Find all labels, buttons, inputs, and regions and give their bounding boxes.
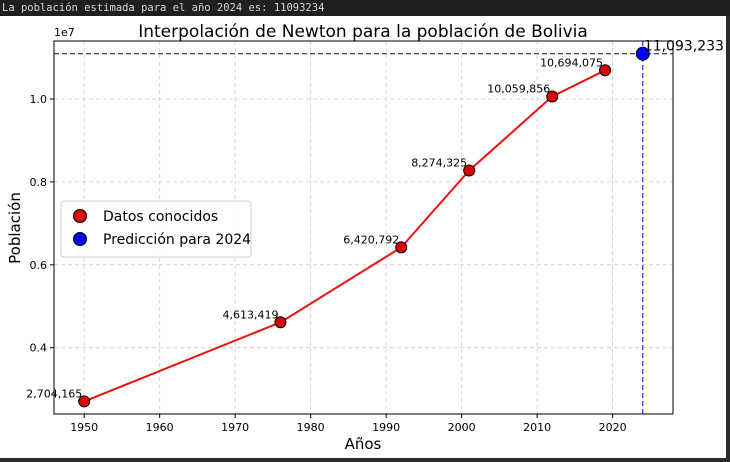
- point-value-label: 10,694,075: [540, 56, 603, 69]
- chart-title: Interpolación de Newton para la població…: [138, 22, 588, 42]
- known-data-line: [83, 69, 606, 403]
- x-axis-label: Años: [345, 435, 382, 453]
- window-frame-bottom: [0, 458, 730, 462]
- legend-box: [60, 200, 252, 258]
- x-tick-label: 1990: [372, 421, 400, 434]
- x-tick-label: 1980: [297, 421, 325, 434]
- known-data-point: [274, 316, 287, 329]
- prediction-value-label: 11,093,233: [644, 39, 724, 55]
- population-line: [83, 69, 606, 403]
- y-tick-label: 1.0: [30, 93, 48, 106]
- y-tick-label: 0.6: [30, 259, 48, 272]
- point-value-label: 6,420,792: [343, 233, 399, 246]
- console-output: La población estimada para el año 2024 e…: [0, 0, 730, 16]
- legend: Datos conocidos Predicción para 2024: [60, 200, 252, 258]
- legend-prediction-label: Predicción para 2024: [103, 232, 251, 248]
- x-tick-label: 1960: [146, 421, 174, 434]
- prediction-reference-lines: [54, 41, 673, 414]
- axes-frame: [53, 40, 674, 415]
- point-labels: 2,704,1654,613,4196,420,7928,274,32510,0…: [26, 39, 724, 401]
- population-chart: 2,704,1654,613,4196,420,7928,274,32510,0…: [0, 16, 730, 462]
- window-frame-right: [726, 16, 730, 462]
- point-value-label: 8,274,325: [411, 157, 467, 170]
- data-points: [78, 46, 650, 408]
- y-axis-ticks: 0.4 0.6 0.8 1.0: [30, 93, 54, 355]
- known-data-point: [463, 164, 476, 177]
- x-tick-label: 1970: [221, 421, 249, 434]
- y-tick-label: 0.4: [30, 342, 48, 355]
- point-value-label: 10,059,856: [487, 83, 550, 96]
- x-tick-label: 2020: [599, 421, 627, 434]
- known-data-point: [599, 64, 612, 77]
- x-axis-ticks: 1950 1960 1970 1980 1990 2000 2010 2020: [70, 414, 627, 434]
- x-tick-label: 2010: [523, 421, 551, 434]
- grid-lines: [54, 41, 673, 414]
- known-data-point: [546, 90, 559, 103]
- legend-prediction-marker: [73, 232, 87, 246]
- y-tick-label: 0.8: [30, 176, 48, 189]
- known-data-point: [395, 241, 408, 254]
- point-value-label: 4,613,419: [222, 308, 278, 321]
- x-tick-label: 1950: [70, 421, 98, 434]
- y-axis-label: Población: [6, 192, 24, 264]
- legend-known-label: Datos conocidos: [103, 209, 218, 225]
- known-data-point: [78, 395, 91, 408]
- y-offset-label: 1e7: [54, 26, 75, 39]
- x-tick-label: 2000: [448, 421, 476, 434]
- prediction-point: [635, 46, 650, 61]
- legend-known-marker: [73, 209, 87, 223]
